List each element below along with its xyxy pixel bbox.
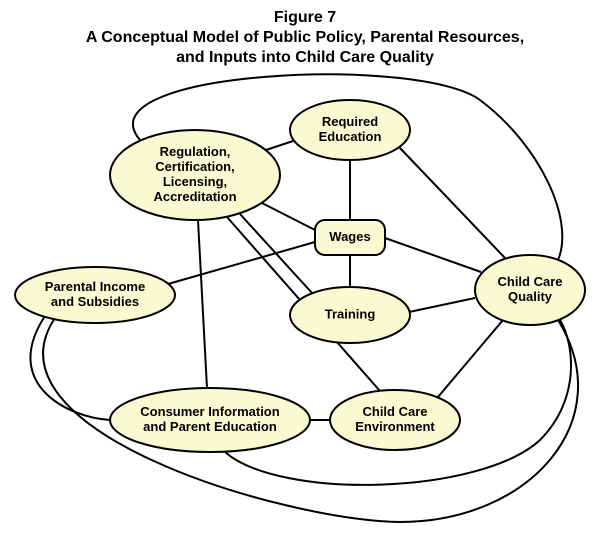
node-parental-label-0: Parental Income <box>45 279 145 294</box>
nodes-group: Regulation,Certification,Licensing,Accre… <box>15 100 585 452</box>
edge-reqedu-quality <box>399 147 505 258</box>
node-regulation-label-2: Licensing, <box>163 174 227 189</box>
edge-environment-quality <box>438 320 503 397</box>
node-wages-label-0: Wages <box>329 229 370 244</box>
title-line-3: and Inputs into Child Care Quality <box>176 49 434 66</box>
edge-parental-wages <box>168 242 315 284</box>
node-regulation-label-1: Certification, <box>155 159 234 174</box>
edge-parental-consumer <box>30 316 110 420</box>
node-reqedu-label-0: Required <box>322 114 378 129</box>
node-training: Training <box>290 287 410 343</box>
node-parental: Parental Incomeand Subsidies <box>15 267 175 323</box>
node-wages: Wages <box>315 220 385 255</box>
figure-title: Figure 7 A Conceptual Model of Public Pol… <box>86 9 524 66</box>
node-training-label-0: Training <box>325 306 376 321</box>
node-quality-label-0: Child Care <box>497 274 562 289</box>
edge-training-quality <box>409 298 475 312</box>
node-parental-label-1: and Subsidies <box>51 294 139 309</box>
node-quality-label-1: Quality <box>508 289 553 304</box>
node-regulation-label-0: Regulation, <box>160 144 231 159</box>
title-line-1: Figure 7 <box>274 9 336 26</box>
node-consumer-label-0: Consumer Information <box>140 404 279 419</box>
edge-regulation-wages <box>262 203 315 230</box>
edge-regulation-consumer <box>198 220 207 388</box>
node-reqedu-label-1: Education <box>319 129 382 144</box>
node-regulation: Regulation,Certification,Licensing,Accre… <box>110 130 280 220</box>
node-environment-label-1: Environment <box>355 419 435 434</box>
node-environment-label-0: Child Care <box>362 404 427 419</box>
node-consumer-label-1: and Parent Education <box>143 419 277 434</box>
node-environment: Child CareEnvironment <box>330 390 460 450</box>
node-regulation-label-3: Accreditation <box>153 189 236 204</box>
title-line-2: A Conceptual Model of Public Policy, Par… <box>86 29 524 46</box>
node-consumer: Consumer Informationand Parent Education <box>110 388 310 452</box>
node-quality: Child CareQuality <box>475 255 585 325</box>
edge-regulation-reqedu <box>266 140 296 150</box>
diagram-canvas: Figure 7 A Conceptual Model of Public Pol… <box>0 0 610 537</box>
edge-wages-quality <box>385 238 481 272</box>
node-reqedu: RequiredEducation <box>290 100 410 160</box>
